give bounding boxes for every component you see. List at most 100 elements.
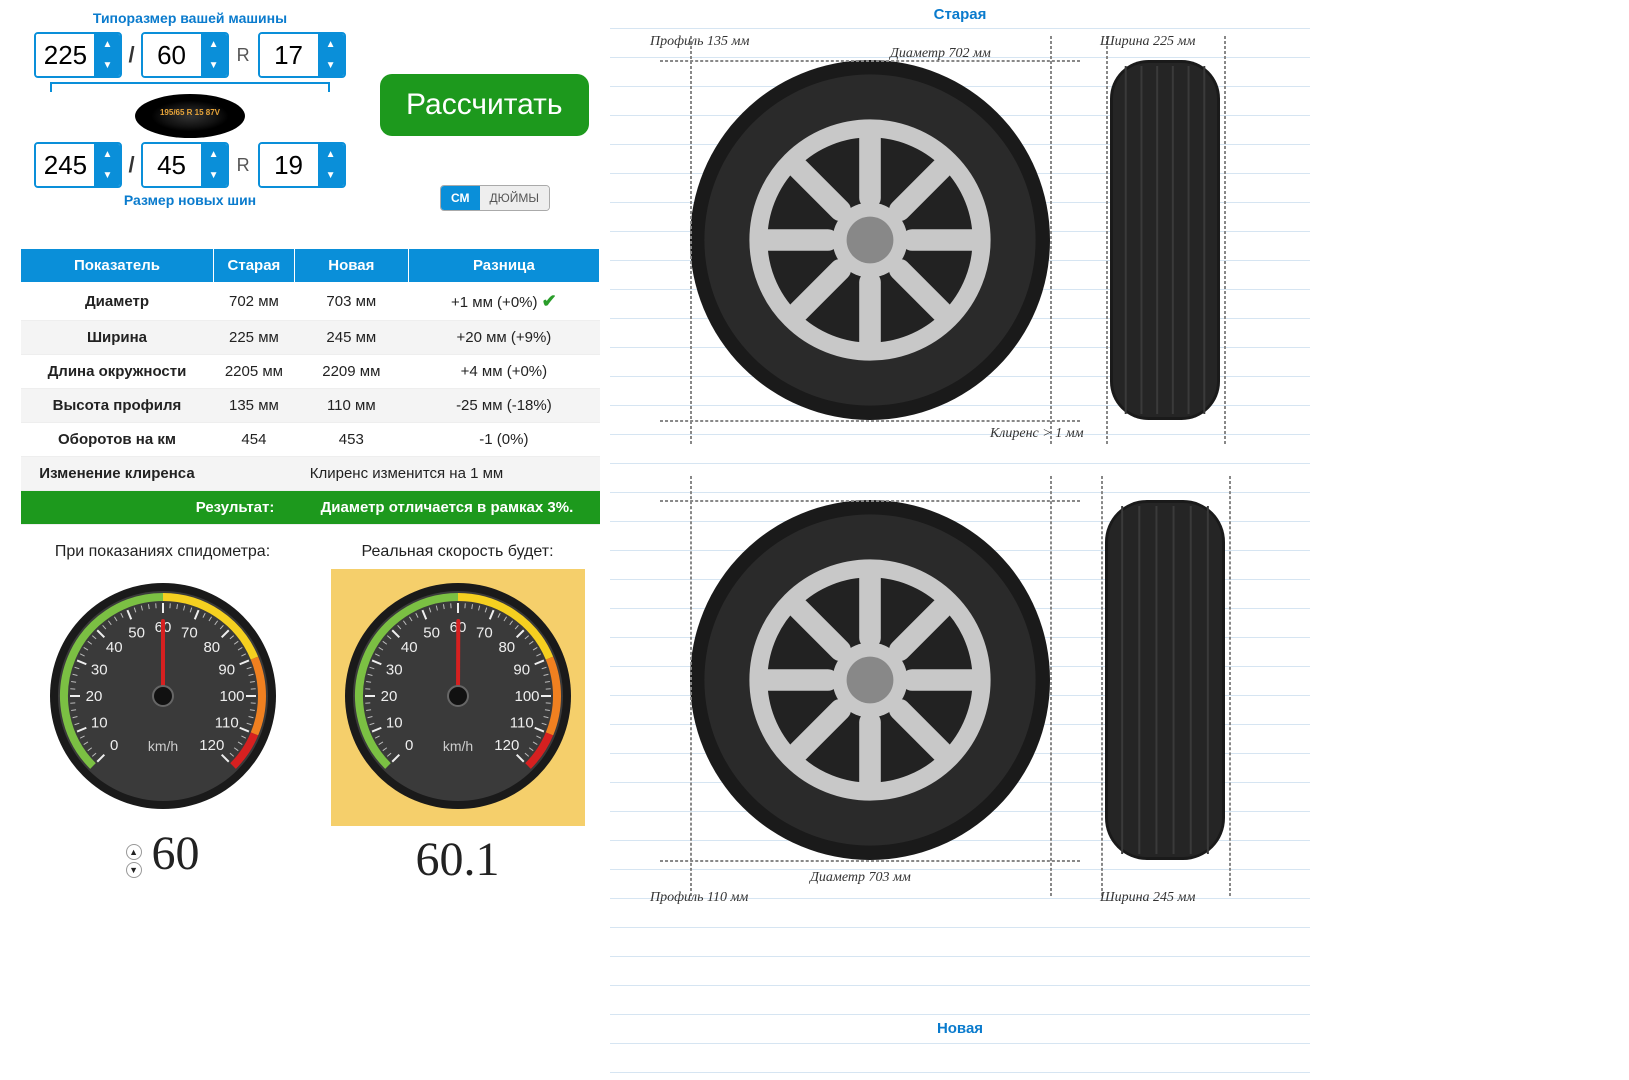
row-old: 2205 мм [213,355,294,389]
svg-text:20: 20 [380,688,397,705]
speed-input-value: 60 [151,827,199,880]
svg-text:10: 10 [385,714,402,731]
tire-marking-icon [135,94,245,138]
row-old: 135 мм [213,389,294,423]
diag-new-title: Новая [610,1020,1310,1037]
new-profile-input[interactable] [143,144,201,186]
row-label: Оборотов на км [21,423,214,457]
speed-stepper[interactable]: ▲▼ [126,843,142,879]
new-wheel-side [1105,500,1225,863]
chevron-down-icon[interactable]: ▼ [94,55,120,76]
svg-text:80: 80 [498,639,515,656]
new-width-input[interactable] [36,144,94,186]
chevron-up-icon[interactable]: ▲ [201,144,227,165]
row-old: 702 мм [213,283,294,321]
new-profile-label: Профиль 110 мм [650,890,748,906]
chevron-up-icon[interactable]: ▲ [94,34,120,55]
old-wheel-front [690,60,1050,423]
old-wheel-side [1110,60,1220,423]
row-old: 454 [213,423,294,457]
speedo-real-title: Реальная скорость будет: [315,543,600,561]
row-diff: +20 мм (+9%) [408,321,599,355]
svg-text:120: 120 [199,737,224,754]
svg-text:80: 80 [203,639,220,656]
table-row: Диаметр 702 мм 703 мм +1 мм (+0%) ✔ [21,283,600,321]
calculate-button[interactable]: Рассчитать [380,74,589,136]
row-old: 225 мм [213,321,294,355]
table-row: Оборотов на км 454 453 -1 (0%) [21,423,600,457]
your-size-label: Типоразмер вашей машины [20,10,360,26]
th-1: Старая [213,249,294,283]
chevron-down-icon[interactable]: ▼ [318,55,344,76]
speedometer-section: При показаниях спидометра: 0102030405060… [20,543,600,887]
new-size-label: Размер новых шин [20,192,360,208]
th-3: Разница [408,249,599,283]
old-width-spinner[interactable]: ▲▼ [34,32,122,78]
results-table: ПоказательСтараяНоваяРазница Диаметр 702… [20,248,600,525]
unit-toggle[interactable]: СМ ДЮЙМЫ [440,185,550,211]
table-row: Ширина 225 мм 245 мм +20 мм (+9%) [21,321,600,355]
new-size-row: ▲▼ / ▲▼ R ▲▼ [20,142,360,188]
svg-text:40: 40 [105,639,122,656]
row-label: Высота профиля [21,389,214,423]
row-label: Ширина [21,321,214,355]
th-0: Показатель [21,249,214,283]
svg-text:0: 0 [405,737,413,754]
old-rim-spinner[interactable]: ▲▼ [258,32,346,78]
svg-text:40: 40 [400,639,417,656]
new-rim-input[interactable] [260,144,318,186]
chevron-up-icon[interactable]: ▲ [94,144,120,165]
speedometer-input: 0102030405060708090100110120km/h [48,581,278,811]
svg-text:10: 10 [90,714,107,731]
row-new: 245 мм [294,321,408,355]
row-new: 453 [294,423,408,457]
bracket-decoration [50,82,330,94]
chevron-down-icon[interactable]: ▼ [201,165,227,186]
chevron-up-icon[interactable]: ▲ [201,34,227,55]
old-profile-label: Профиль 135 мм [650,34,749,50]
row-new: 110 мм [294,389,408,423]
new-profile-spinner[interactable]: ▲▼ [141,142,229,188]
svg-text:50: 50 [423,624,440,641]
table-row: Высота профиля 135 мм 110 мм -25 мм (-18… [21,389,600,423]
old-width-input[interactable] [36,34,94,76]
svg-text:km/h: km/h [442,738,472,754]
svg-text:120: 120 [494,737,519,754]
chevron-down-icon[interactable]: ▼ [94,165,120,186]
speed-up-icon[interactable]: ▲ [126,844,142,860]
old-size-row: ▲▼ / ▲▼ R ▲▼ [20,32,360,78]
chevron-up-icon[interactable]: ▲ [318,34,344,55]
svg-text:90: 90 [218,662,235,679]
speed-down-icon[interactable]: ▼ [126,862,142,878]
svg-text:100: 100 [219,688,244,705]
speed-real-value: 60.1 [315,832,600,887]
table-row: Длина окружности 2205 мм 2209 мм +4 мм (… [21,355,600,389]
tire-diagram: СтараяНовая Профиль 135 ммДиаметр 702 мм… [610,0,1310,1080]
svg-text:30: 30 [90,662,107,679]
chevron-down-icon[interactable]: ▼ [201,55,227,76]
chevron-up-icon[interactable]: ▲ [318,144,344,165]
old-profile-spinner[interactable]: ▲▼ [141,32,229,78]
chevron-down-icon[interactable]: ▼ [318,165,344,186]
th-2: Новая [294,249,408,283]
unit-in[interactable]: ДЮЙМЫ [480,186,550,210]
old-width-label: Ширина 225 мм [1100,34,1195,50]
result-row: Результат: Диаметр отличается в рамках 3… [21,491,600,525]
diag-old-title: Старая [610,6,1310,23]
check-icon: ✔ [542,291,557,311]
svg-text:70: 70 [181,624,198,641]
old-profile-input[interactable] [143,34,201,76]
row-diff: +1 мм (+0%) ✔ [408,283,599,321]
svg-text:110: 110 [509,714,533,731]
svg-text:km/h: km/h [147,738,177,754]
new-rim-spinner[interactable]: ▲▼ [258,142,346,188]
svg-text:30: 30 [385,662,402,679]
old-rim-input[interactable] [260,34,318,76]
row-new: 703 мм [294,283,408,321]
speedo-input-title: При показаниях спидометра: [20,543,305,561]
row-diff: -1 (0%) [408,423,599,457]
unit-cm[interactable]: СМ [441,186,480,210]
size-input-block: Типоразмер вашей машины ▲▼ / ▲▼ R ▲▼ ▲▼ … [20,10,360,208]
row-new: 2209 мм [294,355,408,389]
new-width-spinner[interactable]: ▲▼ [34,142,122,188]
